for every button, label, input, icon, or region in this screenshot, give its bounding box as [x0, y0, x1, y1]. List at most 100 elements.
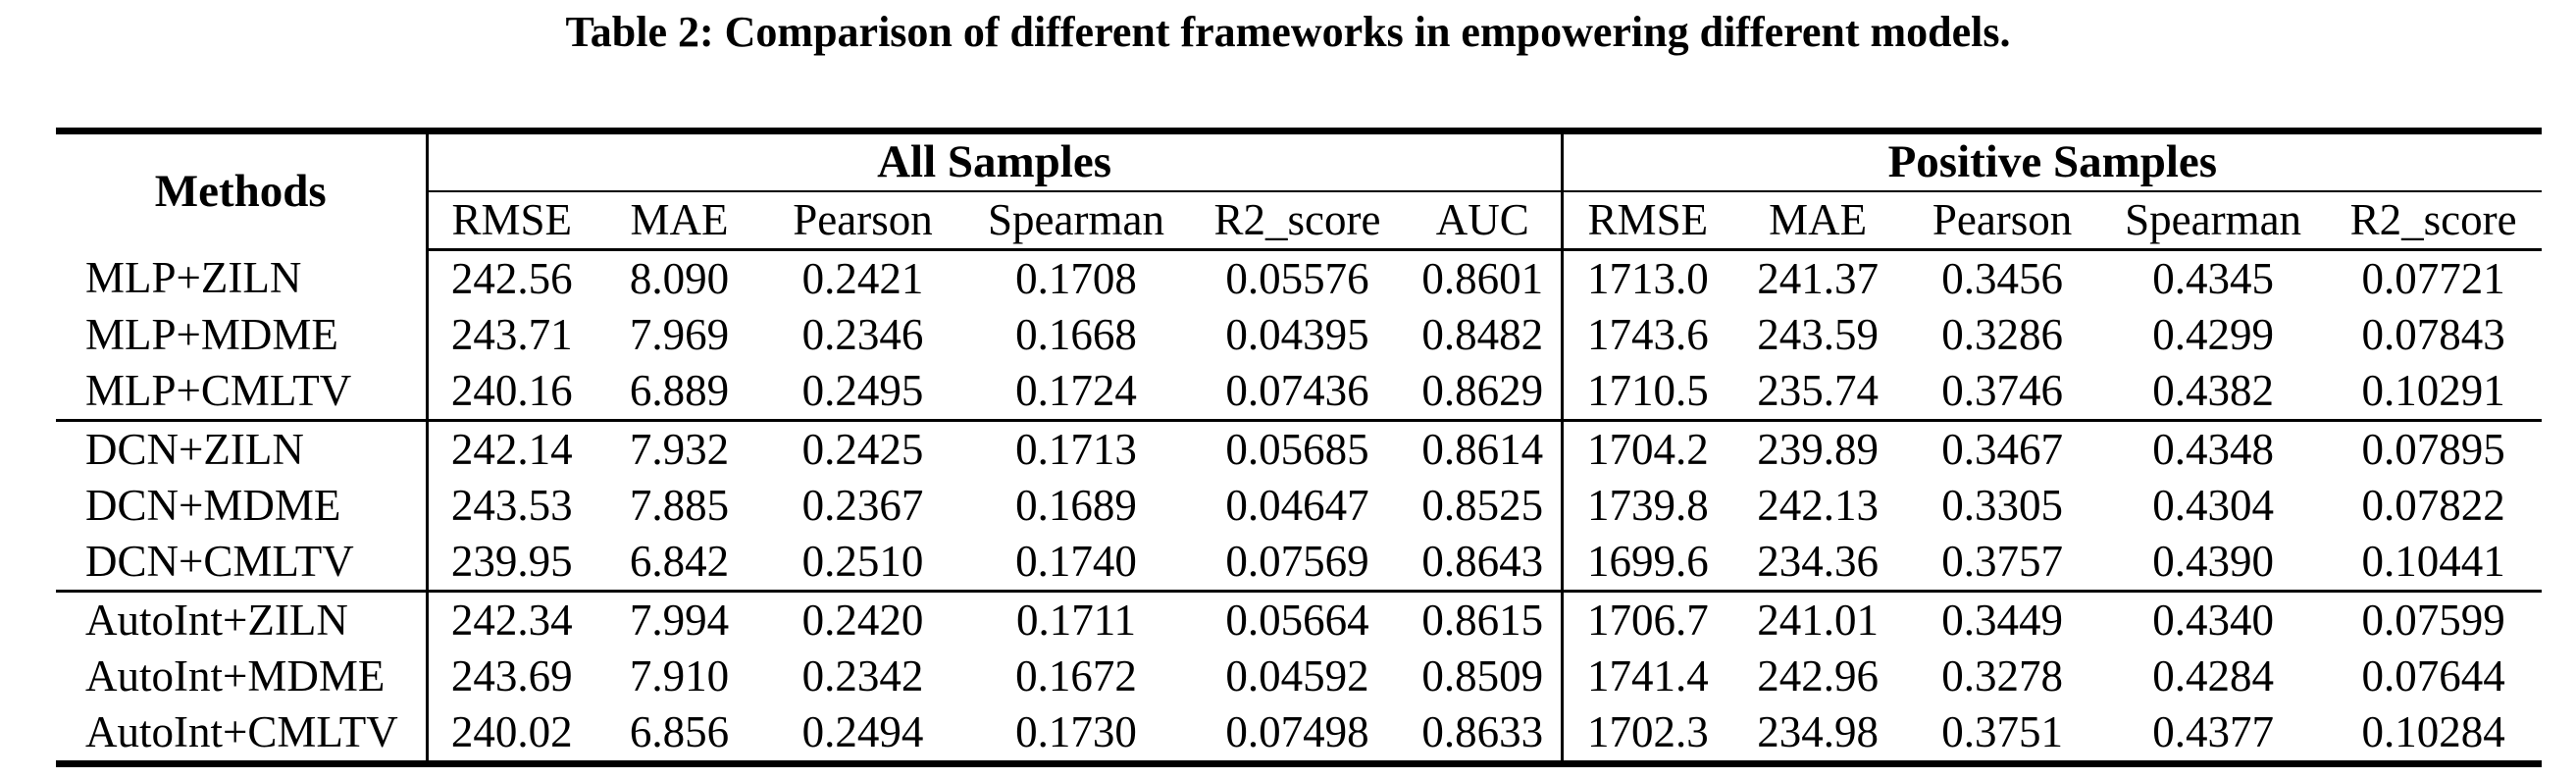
all-samples-header: All Samples — [427, 130, 1564, 192]
metric-cell: 0.8509 — [1405, 649, 1564, 704]
metric-cell: 0.8525 — [1405, 478, 1564, 534]
metric-cell: 0.1740 — [962, 534, 1190, 593]
metric-cell: 243.53 — [450, 481, 573, 530]
metric-cell: 0.8614 — [1405, 420, 1564, 478]
metric-cell: 235.74 — [1732, 363, 1904, 422]
metric-cell: 0.07599 — [2361, 596, 2505, 645]
table-row: DCN+CMLTV 239.95 6.842 0.2510 0.1740 0.0… — [56, 534, 2543, 593]
metric-cell: 0.3286 — [1941, 310, 2063, 359]
table-row: AutoInt+MDME 243.69 7.910 0.2342 0.1672 … — [56, 649, 2542, 704]
metric-cell: 0.04647 — [1225, 481, 1369, 530]
metric-cell: 241.01 — [1757, 596, 1879, 645]
metric-cell: 7.885 — [629, 481, 730, 530]
metric-cell: 0.07498 — [1225, 707, 1369, 756]
metric-cell: 0.1730 — [1015, 707, 1137, 756]
metric-cell: 0.10291 — [2325, 363, 2543, 422]
metric-cell: 0.3757 — [1903, 534, 2102, 593]
metric-cell: 0.2421 — [801, 254, 924, 303]
metric-cell: 8.090 — [629, 254, 730, 303]
metric-cell: 243.71 — [450, 310, 573, 359]
metric-cell: 1699.6 — [1562, 534, 1733, 593]
metric-cell: 0.1708 — [1015, 254, 1137, 303]
metric-cell: 234.98 — [1757, 707, 1879, 756]
metric-cell: 234.36 — [1732, 534, 1904, 593]
column-header-all-r2score: R2_score — [1190, 191, 1405, 251]
metric-cell: 0.2510 — [763, 534, 962, 593]
metric-cell: 0.10284 — [2361, 707, 2505, 756]
metric-cell: 0.8629 — [1405, 363, 1564, 422]
metric-cell: 0.04395 — [1225, 310, 1369, 359]
metric-cell: 0.4304 — [2152, 481, 2274, 530]
metric-cell: 0.8633 — [1405, 704, 1564, 764]
metric-cell: 240.16 — [427, 363, 595, 422]
column-header-all-auc: AUC — [1405, 191, 1564, 251]
table-row: AutoInt+CMLTV 240.02 6.856 0.2494 0.1730… — [56, 704, 2542, 764]
metric-cell: 6.889 — [595, 363, 763, 422]
metric-cell: 0.4390 — [2101, 534, 2326, 593]
method-cell: DCN+CMLTV — [56, 534, 429, 593]
metric-cell: 0.07436 — [1190, 363, 1405, 422]
metric-cell: 239.95 — [427, 534, 595, 593]
metric-cell: 1704.2 — [1586, 425, 1709, 474]
metric-cell: 0.07644 — [2361, 651, 2505, 701]
metric-cell: 0.2495 — [763, 363, 962, 422]
table-row: MLP+MDME 243.71 7.969 0.2346 0.1668 0.04… — [56, 307, 2542, 363]
metric-cell: 0.2425 — [801, 425, 924, 474]
metric-cell: 0.10441 — [2325, 534, 2543, 593]
metric-cell: 0.05664 — [1225, 596, 1369, 645]
metric-cell: 243.59 — [1757, 310, 1879, 359]
table-row: MLP+ZILN 242.56 8.090 0.2421 0.1708 0.05… — [56, 249, 2542, 307]
metric-cell: 242.96 — [1757, 651, 1879, 701]
metric-cell: 7.994 — [629, 596, 730, 645]
metric-cell: 242.13 — [1757, 481, 1879, 530]
metric-cell: 242.14 — [450, 425, 573, 474]
metric-cell: 0.07569 — [1190, 534, 1405, 593]
metric-cell: 0.4345 — [2152, 254, 2274, 303]
metric-cell: 0.1672 — [1015, 651, 1137, 701]
metric-cell: 1743.6 — [1586, 310, 1709, 359]
metric-cell: 7.910 — [629, 651, 730, 701]
metric-cell: 0.4348 — [2152, 425, 2274, 474]
metric-cell: 0.2367 — [801, 481, 924, 530]
metric-cell: 0.8643 — [1405, 534, 1564, 593]
metric-cell: 0.2342 — [801, 651, 924, 701]
metric-cell: 0.1713 — [1015, 425, 1137, 474]
metric-cell: 1739.8 — [1586, 481, 1709, 530]
metric-cell: 1706.7 — [1586, 596, 1709, 645]
metric-cell: 0.3467 — [1941, 425, 2063, 474]
method-cell: MLP+ZILN — [56, 249, 429, 307]
metric-cell: 0.8482 — [1405, 307, 1564, 363]
sub-header-row: RMSE MAE Pearson Spearman R2_score AUC R… — [56, 191, 2543, 251]
metric-cell: 0.3456 — [1941, 254, 2063, 303]
metric-cell: 0.1689 — [1015, 481, 1137, 530]
metric-cell: 0.3751 — [1941, 707, 2063, 756]
metric-cell: 0.07721 — [2361, 254, 2505, 303]
metric-cell: 0.07843 — [2361, 310, 2505, 359]
metric-cell: 0.1724 — [962, 363, 1190, 422]
metric-cell: 0.1668 — [1015, 310, 1137, 359]
metric-cell: 7.969 — [629, 310, 730, 359]
method-cell: DCN+ZILN — [56, 420, 429, 478]
metric-cell: 0.05576 — [1225, 254, 1369, 303]
metric-cell: 0.3746 — [1903, 363, 2102, 422]
metric-cell: 0.07822 — [2361, 481, 2505, 530]
table-row: DCN+ZILN 242.14 7.932 0.2425 0.1713 0.05… — [56, 420, 2542, 478]
metric-cell: 0.3305 — [1941, 481, 2063, 530]
table-caption: Table 2: Comparison of different framewo… — [565, 8, 2011, 56]
column-header-all-pearson: Pearson — [763, 191, 962, 251]
column-header-pos-spearman: Spearman — [2101, 191, 2326, 251]
method-cell: MLP+MDME — [56, 307, 429, 363]
method-cell: AutoInt+CMLTV — [56, 704, 429, 764]
group-header-row: Methods All Samples Positive Samples — [56, 130, 2543, 250]
positive-samples-header: Positive Samples — [1562, 130, 2543, 192]
metric-cell: 240.02 — [450, 707, 573, 756]
method-cell: DCN+MDME — [56, 478, 429, 534]
metric-cell: 0.04592 — [1225, 651, 1369, 701]
metric-cell: 0.2420 — [801, 596, 924, 645]
metric-cell: 0.8615 — [1405, 591, 1564, 649]
metric-cell: 1702.3 — [1586, 707, 1709, 756]
table-row: DCN+MDME 243.53 7.885 0.2367 0.1689 0.04… — [56, 478, 2542, 534]
metric-cell: 242.34 — [450, 596, 573, 645]
metric-cell: 6.856 — [629, 707, 730, 756]
metric-cell: 1713.0 — [1586, 254, 1709, 303]
